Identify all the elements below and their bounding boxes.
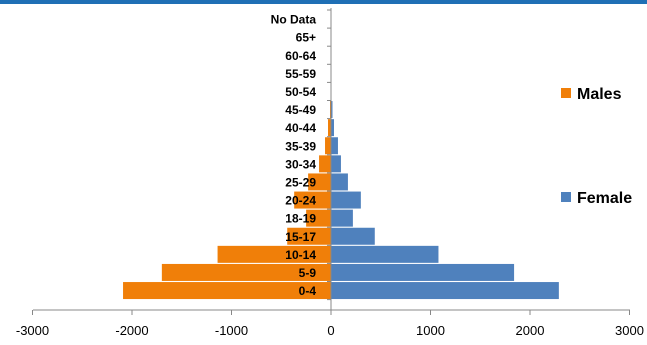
category-label: 60-64 [285,49,316,63]
legend-swatch-female [561,192,571,202]
category-label: 35-39 [285,139,316,153]
bar-female-40-44 [331,119,334,137]
bar-female-0-4 [331,282,559,300]
bar-males-10-14 [217,245,331,263]
category-labels-group: 0-4 5-9 10-14 15-17 18-19 20-24 25-29 30-34 35-3… [271,13,317,298]
bar-female-30-34 [331,155,341,173]
x-tick-label: 1000 [416,323,445,338]
category-label: 50-54 [285,85,316,99]
x-tick-label: -3000 [16,323,49,338]
bar-males-40-44 [328,119,331,137]
bar-female-20-24 [331,191,361,209]
category-label: 20-24 [285,194,316,208]
bar-males-18-19 [306,209,332,227]
legend-swatch-males [561,88,571,98]
bar-males-0-4 [123,282,331,300]
category-label: 0-4 [299,284,317,298]
bar-males-35-39 [325,137,331,155]
category-label: No Data [271,13,317,27]
category-label: 15-17 [285,230,316,244]
bar-males-15-17 [287,227,331,245]
x-tick-label: 3000 [615,323,644,338]
bars-group [123,28,559,300]
bar-female-15-17 [331,227,375,245]
category-label: 25-29 [285,175,316,189]
x-tick-label: 2000 [516,323,545,338]
bar-female-18-19 [331,209,353,227]
x-ticks-group: -3000 -2000 -1000 0 1000 2000 3000 [16,9,644,338]
bar-female-35-39 [331,137,338,155]
legend-label-males: Males [577,86,622,103]
bar-males-25-29 [308,173,331,191]
category-label: 5-9 [299,266,317,280]
legend: Males Female [561,86,632,207]
x-tick-label: -2000 [115,323,148,338]
category-label: 45-49 [285,103,316,117]
legend-label-female: Female [577,190,632,207]
bar-female-45-49 [331,101,333,119]
category-label: 55-59 [285,67,316,81]
category-label: 65+ [296,31,316,45]
bar-female-10-14 [331,245,439,263]
bar-female-25-29 [331,173,348,191]
bar-female-5-9 [331,263,515,281]
bar-males-30-34 [319,155,331,173]
category-label: 30-34 [285,157,316,171]
x-tick-label: -1000 [215,323,248,338]
category-label: 40-44 [285,121,316,135]
top-rule [0,0,647,4]
category-label: 18-19 [285,212,316,226]
bar-males-5-9 [161,263,331,281]
category-label: 10-14 [285,248,316,262]
bar-males-20-24 [294,191,331,209]
x-tick-label: 0 [327,323,334,338]
